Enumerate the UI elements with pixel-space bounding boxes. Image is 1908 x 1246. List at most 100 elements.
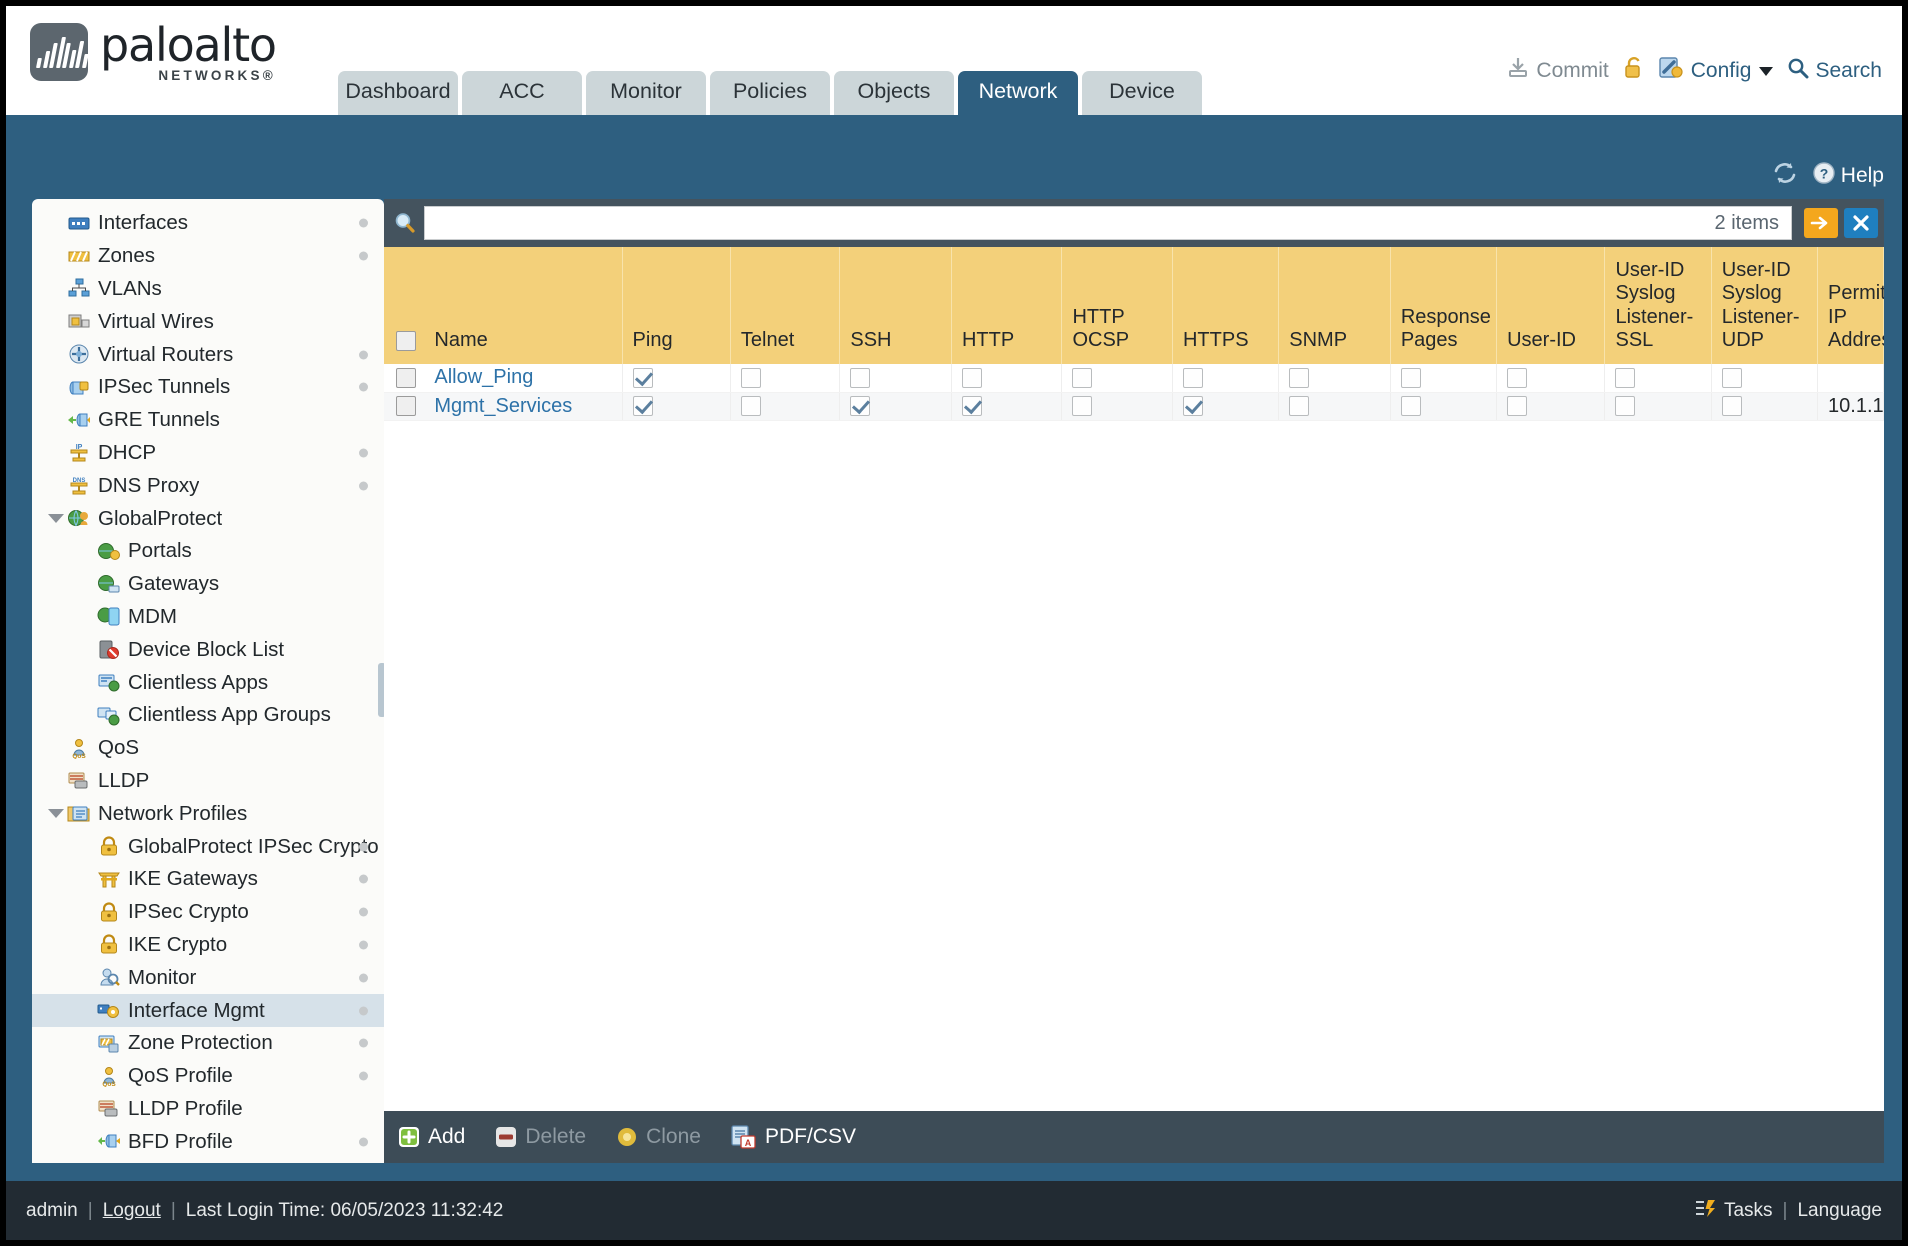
profile-name-link[interactable]: Mgmt_Services xyxy=(434,394,573,417)
snmp-checkbox[interactable] xyxy=(1289,367,1310,388)
sidebar-item-globalprotect[interactable]: GlobalProtect xyxy=(32,502,384,535)
config-lock-button[interactable] xyxy=(1623,56,1645,86)
sidebar-item-mdm[interactable]: MDM xyxy=(32,601,384,634)
col-telnet[interactable]: Telnet xyxy=(730,247,841,364)
commit-button[interactable]: Commit xyxy=(1506,56,1609,86)
expand-collapse-triangle-icon[interactable] xyxy=(46,502,66,535)
sidebar-item-gre-tunnels[interactable]: GRE Tunnels xyxy=(32,404,384,437)
col-response-pages[interactable]: Response Pages xyxy=(1390,247,1498,364)
sidebar-item-portals[interactable]: Portals xyxy=(32,535,384,568)
table-row[interactable]: Allow_Ping xyxy=(384,364,1884,393)
tab-device[interactable]: Device xyxy=(1082,71,1202,115)
col-name[interactable]: Name xyxy=(424,247,623,364)
ping-checkbox[interactable] xyxy=(632,396,653,417)
sidebar-resize-handle[interactable] xyxy=(378,663,386,717)
ping-checkbox[interactable] xyxy=(632,367,653,388)
user-id-checkbox[interactable] xyxy=(1507,367,1528,388)
tab-objects[interactable]: Objects xyxy=(834,71,954,115)
row-select-checkbox[interactable] xyxy=(396,367,416,388)
language-button[interactable]: Language xyxy=(1797,1199,1882,1221)
sidebar-item-vlans[interactable]: VLANs xyxy=(32,273,384,306)
userid-syslog-ssl-checkbox[interactable] xyxy=(1615,396,1636,417)
ssh-checkbox[interactable] xyxy=(850,367,871,388)
col-permitted-ip[interactable]: Permitted IP Address... xyxy=(1817,247,1884,364)
col-http-ocsp[interactable]: HTTP OCSP xyxy=(1061,247,1173,364)
sidebar-item-sd-wan-interface-profile[interactable]: SD-WAN Interface Profile xyxy=(32,1158,384,1164)
sidebar-item-gateways[interactable]: Gateways xyxy=(32,568,384,601)
col-ping[interactable]: Ping xyxy=(622,247,731,364)
logout-link[interactable]: Logout xyxy=(102,1199,161,1221)
tab-monitor[interactable]: Monitor xyxy=(586,71,706,115)
user-id-checkbox[interactable] xyxy=(1507,396,1528,417)
sidebar-item-network-profiles[interactable]: Network Profiles xyxy=(32,797,384,830)
http-ocsp-checkbox[interactable] xyxy=(1072,367,1093,388)
sidebar-item-globalprotect-ipsec-crypto[interactable]: GlobalProtect IPSec Crypto xyxy=(32,830,384,863)
snmp-checkbox[interactable] xyxy=(1289,396,1310,417)
http-ocsp-checkbox[interactable] xyxy=(1072,396,1093,417)
sidebar-item-qos-profile[interactable]: QoS QoS Profile xyxy=(32,1060,384,1093)
pdf-csv-button[interactable]: A PDF/CSV xyxy=(731,1125,856,1149)
sidebar-item-virtual-wires[interactable]: Virtual Wires xyxy=(32,305,384,338)
https-checkbox[interactable] xyxy=(1182,367,1203,388)
col-snmp[interactable]: SNMP xyxy=(1278,247,1391,364)
col-ssh[interactable]: SSH xyxy=(839,247,952,364)
delete-button[interactable]: Delete xyxy=(495,1125,586,1149)
tab-network[interactable]: Network xyxy=(958,71,1078,115)
clear-filter-button[interactable] xyxy=(1844,208,1878,238)
https-checkbox[interactable] xyxy=(1182,396,1203,417)
userid-syslog-udp-checkbox[interactable] xyxy=(1721,367,1742,388)
userid-syslog-udp-checkbox[interactable] xyxy=(1721,396,1742,417)
sidebar-item-zones[interactable]: Zones xyxy=(32,240,384,273)
userid-syslog-ssl-checkbox[interactable] xyxy=(1615,367,1636,388)
sidebar-item-bfd-profile[interactable]: BFD Profile xyxy=(32,1125,384,1158)
tasks-button[interactable]: Tasks xyxy=(1694,1198,1773,1224)
col-user-id[interactable]: User-ID xyxy=(1496,247,1606,364)
sidebar-item-device-block-list[interactable]: Device Block List xyxy=(32,633,384,666)
telnet-checkbox[interactable] xyxy=(740,396,761,417)
sidebar-item-clientless-app-groups[interactable]: Clientless App Groups xyxy=(32,699,384,732)
response-pages-checkbox[interactable] xyxy=(1400,367,1421,388)
table-row[interactable]: Mgmt_Services 10.1.10... xyxy=(384,392,1884,421)
search-button[interactable]: Search xyxy=(1787,57,1882,85)
sidebar-item-ike-crypto[interactable]: IKE Crypto xyxy=(32,929,384,962)
col-http[interactable]: HTTP xyxy=(951,247,1063,364)
search-icon[interactable] xyxy=(392,211,418,235)
expand-collapse-triangle-icon[interactable] xyxy=(46,797,66,830)
tab-policies[interactable]: Policies xyxy=(710,71,830,115)
col-https[interactable]: HTTPS xyxy=(1172,247,1280,364)
sidebar-item-virtual-routers[interactable]: Virtual Routers xyxy=(32,338,384,371)
sidebar-item-dhcp[interactable]: IP DHCP xyxy=(32,437,384,470)
sidebar-item-ipsec-crypto[interactable]: IPSec Crypto xyxy=(32,896,384,929)
filter-input[interactable]: 2 items xyxy=(424,206,1792,240)
chevron-down-icon[interactable] xyxy=(1759,66,1774,76)
clone-button[interactable]: Clone xyxy=(616,1125,701,1149)
sidebar-item-lldp[interactable]: LLDP xyxy=(32,765,384,798)
tab-dashboard[interactable]: Dashboard xyxy=(338,71,458,115)
sidebar-item-qos[interactable]: QoS QoS xyxy=(32,732,384,765)
ssh-checkbox[interactable] xyxy=(850,396,871,417)
sidebar-item-interfaces[interactable]: Interfaces xyxy=(32,207,384,240)
tab-acc[interactable]: ACC xyxy=(462,71,582,115)
sidebar-item-interface-mgmt[interactable]: Interface Mgmt xyxy=(32,994,384,1027)
refresh-icon[interactable] xyxy=(1772,161,1798,191)
sidebar-item-lldp-profile[interactable]: LLDP Profile xyxy=(32,1093,384,1126)
sidebar-item-zone-protection[interactable]: Zone Protection xyxy=(32,1027,384,1060)
sidebar-item-ipsec-tunnels[interactable]: IPSec Tunnels xyxy=(32,371,384,404)
sidebar-item-clientless-apps[interactable]: Clientless Apps xyxy=(32,666,384,699)
sidebar-item-dns-proxy[interactable]: DNS DNS Proxy xyxy=(32,469,384,502)
http-checkbox[interactable] xyxy=(961,367,982,388)
col-userid-syslog-udp[interactable]: User-ID Syslog Listener-UDP xyxy=(1711,247,1819,364)
sidebar-item-monitor[interactable]: Monitor xyxy=(32,961,384,994)
http-checkbox[interactable] xyxy=(961,396,982,417)
telnet-checkbox[interactable] xyxy=(740,367,761,388)
sidebar-item-ike-gateways[interactable]: IKE Gateways xyxy=(32,863,384,896)
response-pages-checkbox[interactable] xyxy=(1400,396,1421,417)
profile-name-link[interactable]: Allow_Ping xyxy=(434,366,534,389)
apply-filter-button[interactable] xyxy=(1804,208,1838,238)
row-select-checkbox[interactable] xyxy=(396,396,416,417)
config-menu-button[interactable]: Config xyxy=(1659,56,1774,86)
help-button[interactable]: ? Help xyxy=(1812,161,1884,191)
col-userid-syslog-ssl[interactable]: User-ID Syslog Listener-SSL xyxy=(1604,247,1712,364)
select-all-checkbox[interactable] xyxy=(396,330,416,351)
add-button[interactable]: Add xyxy=(398,1125,465,1149)
